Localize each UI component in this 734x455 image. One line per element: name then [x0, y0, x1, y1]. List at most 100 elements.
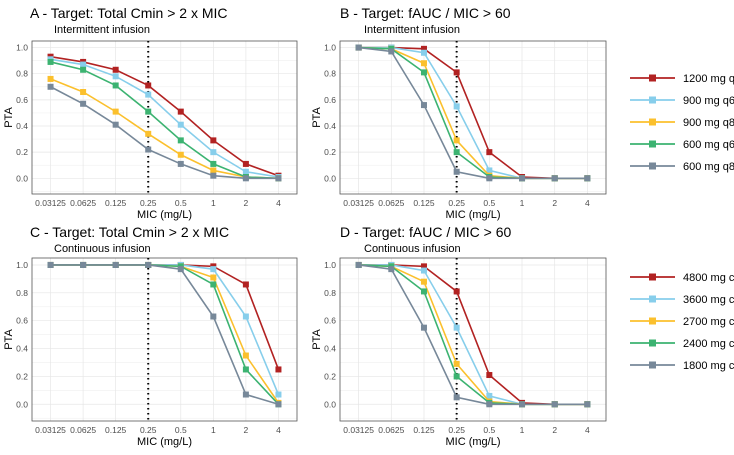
x-axis-label: MIC (mg/L) — [137, 209, 192, 221]
x-axis-label: MIC (mg/L) — [446, 436, 501, 448]
x-tick-label: 0.5 — [483, 198, 495, 208]
plot-border — [31, 40, 298, 195]
plot-border — [339, 40, 607, 195]
legend-label: 600 mg q8h — [683, 161, 734, 173]
legend-item: 600 mg q6h — [630, 139, 734, 151]
data-point — [210, 160, 217, 167]
x-axis-label: MIC (mg/L) — [446, 209, 501, 221]
y-tick-label: 0.8 — [324, 288, 336, 298]
legend-item: 600 mg q8h — [630, 161, 734, 173]
x-tick-label: 0.0625 — [70, 198, 96, 208]
data-point — [145, 146, 152, 153]
y-tick-label: 1.0 — [16, 260, 28, 270]
y-tick-label: 0.8 — [16, 69, 28, 79]
data-point — [145, 108, 152, 115]
legend-label: 3600 mg ci — [683, 294, 734, 306]
series-line — [50, 264, 279, 406]
data-point — [177, 151, 184, 158]
x-tick-label: 0.5 — [175, 198, 187, 208]
x-tick-label: 0.25 — [448, 198, 465, 208]
data-point — [242, 160, 249, 167]
data-point — [453, 137, 460, 144]
data-point — [47, 75, 54, 82]
y-axis-label: PTA — [311, 329, 323, 350]
data-point — [388, 266, 395, 273]
series-1800-mg-ci — [47, 261, 282, 408]
data-point — [80, 66, 87, 73]
data-point — [453, 373, 460, 380]
data-point — [420, 288, 427, 295]
data-point — [145, 130, 152, 137]
data-point — [177, 160, 184, 167]
legend-item: 2400 mg ci — [630, 338, 734, 350]
y-tick-label: 0.6 — [324, 316, 336, 326]
x-tick-label: 0.25 — [448, 425, 465, 435]
x-tick-label: 0.125 — [105, 425, 127, 435]
x-axis-label: MIC (mg/L) — [137, 436, 192, 448]
legend-intermittent: 1200 mg q6h 900 mg q6h 900 mg q8h 600 mg q6… — [630, 73, 734, 173]
data-point — [210, 137, 217, 144]
data-point — [275, 366, 282, 373]
y-tick-label: 1.0 — [324, 260, 336, 270]
panel-title: A - Target: Total Cmin > 2 x MIC — [30, 5, 228, 21]
x-tick-label: 2 — [552, 198, 557, 208]
legend-label: 900 mg q8h — [683, 117, 734, 129]
x-tick-label: 0.5 — [175, 425, 187, 435]
y-tick-label: 0.0 — [16, 399, 28, 409]
data-point — [112, 66, 119, 73]
data-point — [47, 261, 54, 268]
x-tick-label: 0.0625 — [378, 198, 404, 208]
data-point — [420, 278, 427, 285]
data-point — [47, 83, 54, 90]
series-line — [50, 78, 279, 180]
legend-label: 1200 mg q6h — [683, 73, 734, 85]
panel-subtitle: Continuous infusion — [364, 243, 461, 255]
x-tick-label: 0.03125 — [35, 425, 66, 435]
legend-label: 4800 mg ci — [683, 272, 734, 284]
data-point — [112, 261, 119, 268]
data-point — [242, 391, 249, 398]
legend-marker — [649, 96, 656, 104]
series-line — [358, 264, 588, 406]
data-point — [80, 61, 87, 68]
y-tick-label: 0.4 — [324, 344, 336, 354]
panel-b: B - Target: fAUC / MIC > 60 Intermittent … — [311, 5, 607, 221]
data-point — [551, 401, 558, 408]
x-tick-label: 0.0625 — [70, 425, 96, 435]
panel-subtitle: Intermittent infusion — [364, 24, 460, 36]
data-point — [388, 48, 395, 55]
series-line — [50, 55, 279, 177]
data-point — [210, 149, 217, 156]
data-point — [275, 401, 282, 408]
data-point — [210, 274, 217, 281]
y-tick-label: 0.8 — [324, 69, 336, 79]
data-point — [242, 366, 249, 373]
y-tick-label: 0.2 — [324, 147, 336, 157]
x-tick-label: 1 — [520, 198, 525, 208]
plot-background — [32, 41, 297, 194]
legend-label: 2400 mg ci — [683, 338, 734, 350]
x-tick-label: 0.25 — [140, 198, 157, 208]
data-point — [519, 401, 526, 408]
data-point — [177, 266, 184, 273]
y-tick-label: 0.6 — [324, 95, 336, 105]
data-point — [210, 266, 217, 273]
legend-marker — [649, 140, 656, 148]
panel-subtitle: Continuous infusion — [54, 243, 151, 255]
data-point — [145, 261, 152, 268]
x-tick-label: 0.125 — [413, 425, 435, 435]
data-point — [210, 313, 217, 320]
series-1800-mg-ci — [355, 261, 591, 408]
data-point — [420, 324, 427, 331]
x-tick-label: 4 — [276, 425, 281, 435]
data-point — [47, 58, 54, 65]
data-point — [453, 69, 460, 76]
data-point — [453, 288, 460, 295]
data-point — [112, 121, 119, 128]
data-point — [453, 103, 460, 110]
data-point — [177, 121, 184, 128]
x-tick-label: 0.5 — [483, 425, 495, 435]
data-point — [453, 168, 460, 175]
plot-background — [340, 41, 606, 194]
